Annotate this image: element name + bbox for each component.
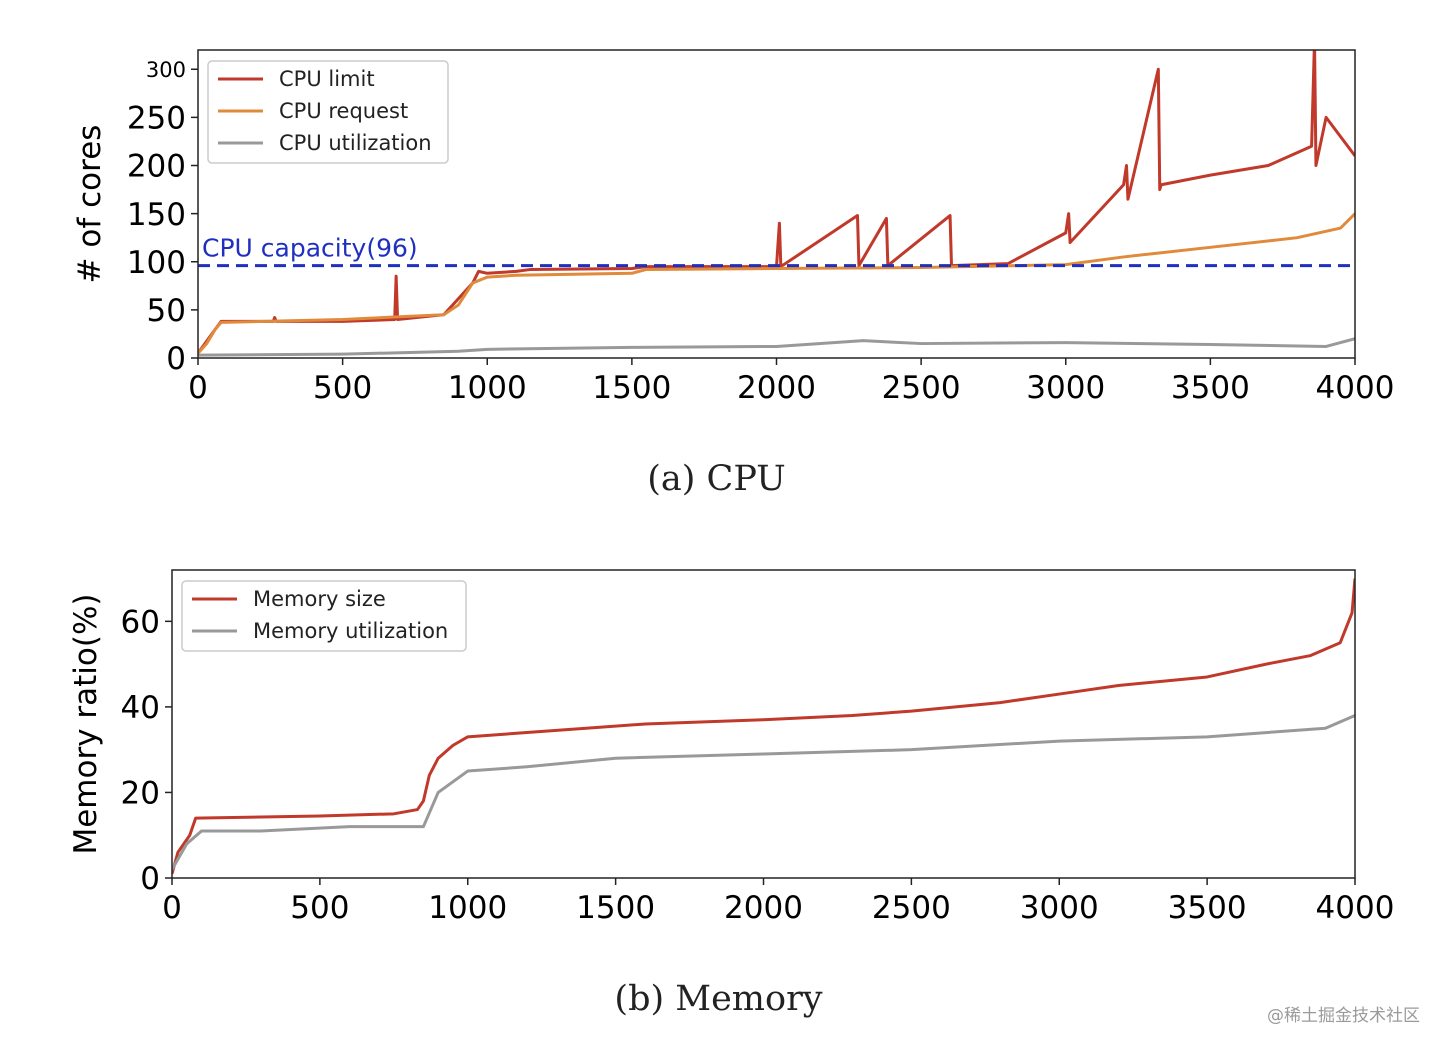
x-tick-label: 500 [313, 370, 372, 406]
y-axis-label: Memory ratio(%) [68, 593, 104, 854]
x-tick-label: 3000 [1026, 370, 1105, 406]
x-tick-label: 1500 [592, 370, 671, 406]
legend-entry-1: CPU request [279, 99, 408, 123]
legend-box [207, 60, 449, 164]
series-line-0 [172, 578, 1355, 875]
x-tick-label: 2000 [737, 370, 816, 406]
series-line-2 [198, 337, 1355, 357]
y-tick-label: 0 [140, 861, 160, 897]
y-tick-label: 200 [127, 149, 186, 185]
watermark: @稀土掘金技术社区 [1267, 1006, 1420, 1026]
y-tick-label: 60 [121, 604, 160, 640]
y-tick-label: 100 [127, 245, 186, 281]
chart-cpu: CPU capacity(96)0 500 1000 1500 2000 2500 3000… [72, 49, 1395, 499]
x-tick-label: 3500 [1171, 370, 1250, 406]
legend: CPU limit CPU request CPU utilization [207, 60, 449, 164]
y-tick-label: 0 [166, 341, 186, 377]
x-tick-label: 4000 [1316, 890, 1395, 926]
x-tick-label: 2500 [882, 370, 961, 406]
plot-area [198, 50, 1355, 357]
x-tick-label: 2000 [724, 890, 803, 926]
series-line-0 [198, 50, 1355, 355]
y-tick-label: 20 [121, 776, 160, 812]
y-tick-label: 250 [127, 101, 186, 137]
x-tick-label: 0 [162, 890, 182, 926]
legend-entry-2: CPU utilization [279, 131, 432, 155]
y-tick-label: 40 [121, 690, 160, 726]
x-tick-label: 500 [290, 890, 349, 926]
x-tick-label: 1000 [448, 370, 527, 406]
x-tick-label: 2500 [872, 890, 951, 926]
subfigure-caption: (a) CPU [647, 459, 786, 499]
legend-entry-1: Memory utilization [253, 619, 448, 643]
x-tick-label: 3000 [1020, 890, 1099, 926]
capacity-label: CPU capacity(96) [202, 234, 418, 263]
legend: Memory size Memory utilization [181, 580, 467, 652]
series-line-1 [198, 212, 1355, 355]
y-tick-label: 150 [127, 197, 186, 233]
y-axis-label: # of cores [72, 125, 108, 284]
x-tick-label: 0 [188, 370, 208, 406]
x-tick-label: 3500 [1168, 890, 1247, 926]
x-tick-label: 1000 [428, 890, 507, 926]
plot-area [172, 578, 1355, 875]
legend-entry-0: CPU limit [279, 67, 375, 91]
subfigure-caption: (b) Memory [614, 979, 822, 1019]
legend-entry-0: Memory size [253, 587, 386, 611]
y-tick-label: 300 [146, 58, 186, 82]
x-tick-label: 4000 [1316, 370, 1395, 406]
y-tick-label: 50 [147, 293, 186, 329]
chart-memory: 0 500 1000 1500 2000 2500 3000 3500 4000 0 20 40 60 M… [68, 569, 1395, 1019]
series-line-1 [172, 714, 1355, 871]
x-tick-label: 1500 [576, 890, 655, 926]
legend-box [181, 580, 467, 652]
